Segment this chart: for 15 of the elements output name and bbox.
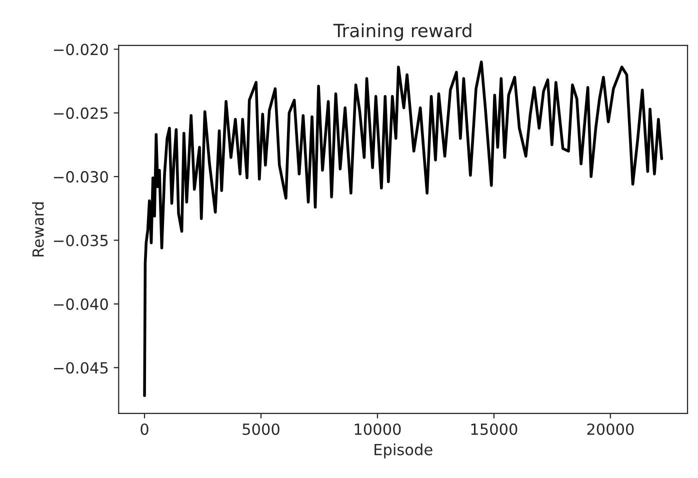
y-tick-label: −0.045	[54, 362, 108, 374]
y-axis-title: Reward	[32, 202, 44, 256]
x-axis-title: Episode	[374, 444, 432, 458]
x-tick-label: 15000	[471, 423, 518, 436]
x-tick-label: 0	[140, 423, 148, 436]
x-tick-label: 10000	[354, 423, 401, 436]
line-series	[143, 60, 664, 398]
chart-title: Training reward	[333, 23, 472, 41]
y-tick-label: −0.020	[54, 44, 108, 56]
x-tick-label: 20000	[587, 423, 634, 436]
x-tick-label: 5000	[242, 423, 280, 436]
y-tick-label: −0.035	[54, 234, 108, 246]
y-tick-label: −0.040	[54, 298, 108, 310]
y-tick-label: −0.030	[54, 171, 108, 183]
y-tick-label: −0.025	[54, 107, 108, 119]
